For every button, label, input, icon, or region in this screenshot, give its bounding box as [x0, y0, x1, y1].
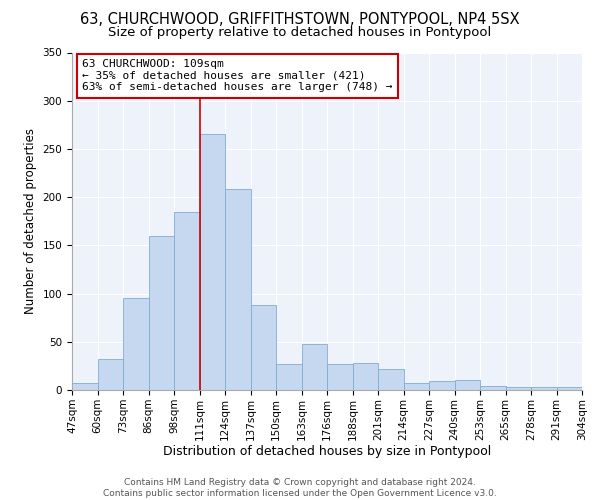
- Bar: [302, 344, 327, 390]
- Text: 63 CHURCHWOOD: 109sqm
← 35% of detached houses are smaller (421)
63% of semi-det: 63 CHURCHWOOD: 109sqm ← 35% of detached …: [82, 59, 392, 92]
- Bar: [480, 386, 505, 390]
- X-axis label: Distribution of detached houses by size in Pontypool: Distribution of detached houses by size …: [163, 446, 491, 458]
- Text: Contains HM Land Registry data © Crown copyright and database right 2024.
Contai: Contains HM Land Registry data © Crown c…: [103, 478, 497, 498]
- Bar: [353, 363, 378, 390]
- Bar: [72, 383, 97, 390]
- Bar: [225, 190, 251, 390]
- Text: 63, CHURCHWOOD, GRIFFITHSTOWN, PONTYPOOL, NP4 5SX: 63, CHURCHWOOD, GRIFFITHSTOWN, PONTYPOOL…: [80, 12, 520, 28]
- Bar: [199, 134, 225, 390]
- Y-axis label: Number of detached properties: Number of detached properties: [24, 128, 37, 314]
- Bar: [455, 380, 480, 390]
- Text: Size of property relative to detached houses in Pontypool: Size of property relative to detached ho…: [109, 26, 491, 39]
- Bar: [276, 364, 302, 390]
- Bar: [123, 298, 149, 390]
- Bar: [557, 387, 582, 390]
- Bar: [97, 359, 123, 390]
- Bar: [327, 364, 353, 390]
- Bar: [505, 387, 531, 390]
- Bar: [149, 236, 174, 390]
- Bar: [531, 387, 557, 390]
- Bar: [429, 382, 455, 390]
- Bar: [251, 305, 276, 390]
- Bar: [378, 369, 404, 390]
- Bar: [174, 212, 199, 390]
- Bar: [404, 383, 429, 390]
